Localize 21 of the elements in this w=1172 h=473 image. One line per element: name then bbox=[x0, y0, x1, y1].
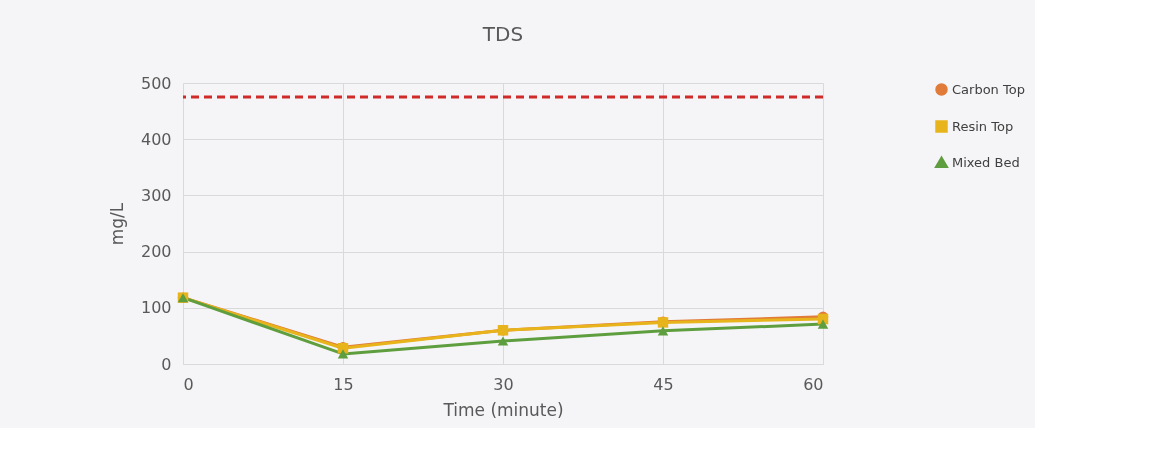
legend-label: Carbon Top bbox=[952, 81, 1025, 97]
y-tick-label: 200 bbox=[140, 242, 172, 262]
point bbox=[657, 326, 669, 336]
y-tick-label: 300 bbox=[140, 185, 172, 205]
point bbox=[337, 349, 349, 359]
x-tick-label: 45 bbox=[653, 374, 674, 394]
y-tick-label: 500 bbox=[140, 73, 172, 93]
point bbox=[497, 336, 509, 346]
legend-label: Resin Top bbox=[952, 118, 1014, 134]
legend-label: Mixed Bed bbox=[952, 154, 1020, 170]
x-axis-title: Time (minute) bbox=[442, 399, 564, 420]
chart-title: TDS bbox=[481, 22, 524, 46]
y-tick-label: 100 bbox=[140, 298, 172, 318]
x-tick-label: 15 bbox=[333, 374, 354, 394]
x-tick-label: 30 bbox=[493, 374, 514, 394]
point bbox=[817, 319, 829, 329]
y-tick-label: 400 bbox=[140, 129, 172, 149]
y-tick-label: 0 bbox=[161, 354, 172, 374]
x-tick-label: 0 bbox=[183, 374, 194, 394]
y-axis-title: mg/L bbox=[106, 202, 127, 246]
x-tick-label: 60 bbox=[803, 374, 824, 394]
